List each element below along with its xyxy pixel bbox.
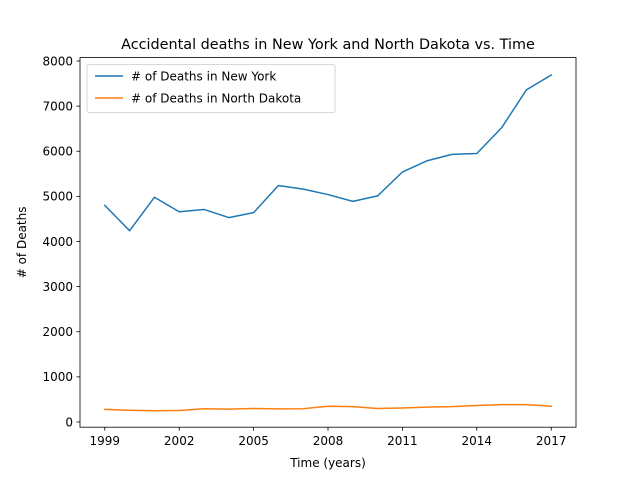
series-line-1: [104, 403, 552, 412]
x-tick-label: 2005: [238, 434, 269, 448]
legend-label-new-york: # of Deaths in New York: [131, 69, 276, 83]
y-axis-label: # of Deaths: [15, 207, 29, 279]
x-tick-label: 2014: [462, 434, 493, 448]
x-tick-label: 1999: [90, 434, 121, 448]
y-tick-label: 3000: [42, 280, 73, 294]
y-tick-label: 4000: [42, 235, 73, 249]
y-tick-label: 7000: [42, 99, 73, 113]
y-tick-label: 1000: [42, 370, 73, 384]
legend-box: [86, 64, 336, 113]
x-tick-label: 2002: [164, 434, 195, 448]
y-tick-label: 2000: [42, 325, 73, 339]
x-axis-label: Time (years): [289, 456, 366, 470]
y-tick-label: 0: [65, 415, 73, 429]
y-tick-label: 8000: [42, 54, 73, 68]
legend: # of Deaths in New York # of Deaths in N…: [86, 64, 336, 113]
x-tick-label: 2008: [313, 434, 344, 448]
x-tick-label: 2011: [387, 434, 418, 448]
chart-title: Accidental deaths in New York and North …: [121, 37, 535, 53]
x-tick-label: 2017: [536, 434, 567, 448]
plot-frame: [79, 57, 577, 428]
series-line-0: [103, 73, 553, 232]
y-tick-label: 5000: [42, 190, 73, 204]
y-tick-label: 6000: [42, 145, 73, 159]
legend-label-north-dakota: # of Deaths in North Dakota: [131, 91, 301, 105]
